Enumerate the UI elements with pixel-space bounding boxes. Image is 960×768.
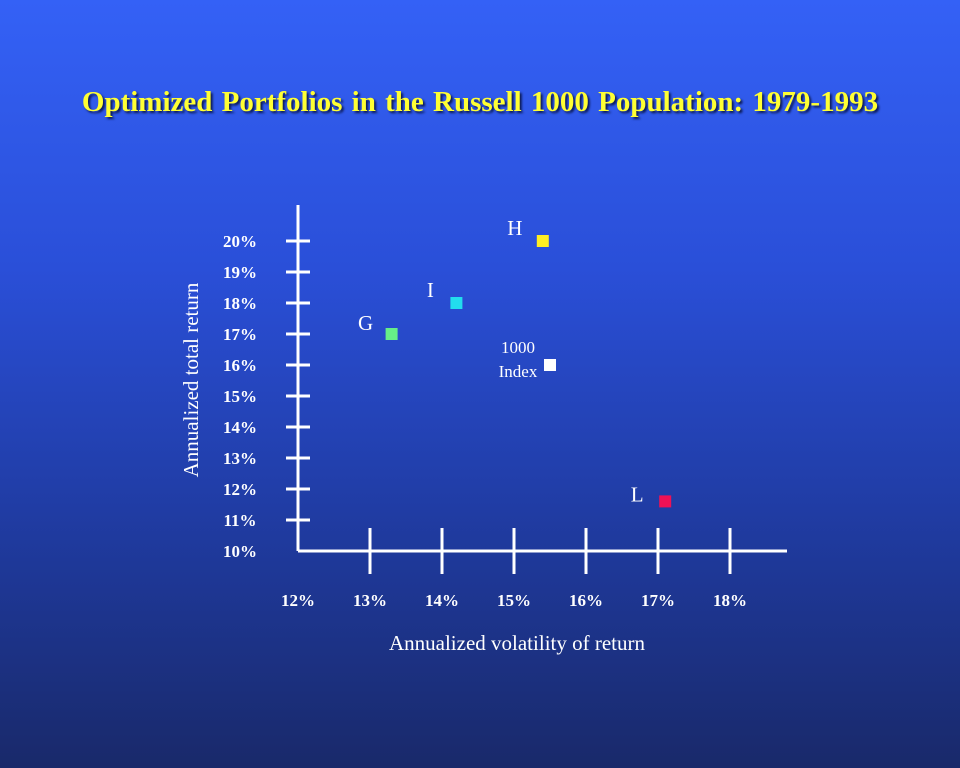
point-label: G [358,311,373,335]
axes [296,205,787,553]
point-label: I [427,278,434,302]
y-tick-label: 13% [223,449,257,468]
y-ticks: 10% 11% 12% 13% 14% 15% 16% 17% 18% 19% 20% [223,232,310,561]
y-tick-label: 12% [223,480,257,499]
x-tick-label: 12% [281,591,315,610]
x-axis-title: Annualized volatility of return [389,631,646,655]
data-point [536,235,549,247]
point-label: L [631,482,644,506]
data-point [659,495,672,508]
y-tick-label: 14% [223,418,257,437]
x-tick-label: 14% [425,591,459,610]
point-labels: G I H 1000 Index L [358,216,644,506]
y-tick-label: 15% [223,387,257,406]
point-label: 1000 [501,338,535,357]
y-tick-label: 19% [223,263,257,282]
data-point [450,297,463,309]
y-tick-label: 10% [223,542,257,561]
chart-title: Optimized Portfolios in the Russell 1000… [81,86,879,118]
data-point [544,359,556,371]
x-tick-label: 13% [353,591,387,610]
point-label: Index [499,362,538,381]
y-tick-label: 17% [223,325,257,344]
x-tick-label: 17% [641,591,675,610]
x-tick-label: 16% [569,591,603,610]
y-tick-label: 20% [223,232,257,251]
y-tick-label: 18% [223,294,257,313]
x-tick-label: 15% [497,591,531,610]
y-tick-label: 16% [223,356,257,375]
point-label: H [507,216,522,240]
y-axis-title: Annualized total return [179,282,203,477]
data-points [385,235,672,508]
y-tick-label: 11% [223,511,256,530]
x-tick-label: 18% [713,591,747,610]
x-ticks: 12% 13% 14% 15% 16% 17% 18% [281,528,747,610]
data-point [385,328,398,340]
